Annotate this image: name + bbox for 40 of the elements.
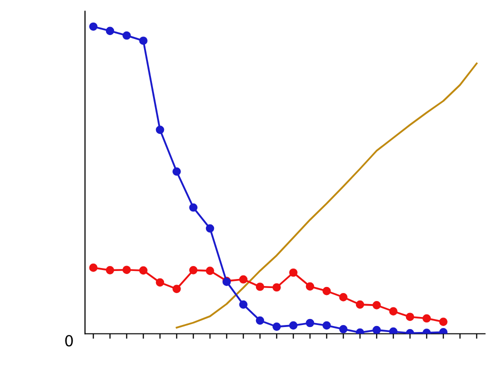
point [439,328,448,334]
point [356,300,364,309]
point [256,282,264,291]
point [122,266,131,274]
point [206,224,214,233]
point [339,324,348,334]
point [172,284,181,294]
point [256,316,264,325]
point [289,268,298,277]
point [139,266,148,275]
point [306,318,314,328]
point [289,321,298,330]
point [339,293,348,302]
point [272,283,281,292]
point [322,286,331,296]
point [206,266,214,275]
point [306,282,314,291]
point [106,266,114,274]
point [239,300,248,309]
point [389,307,398,316]
point [272,322,281,331]
point [89,264,98,272]
point [322,321,331,330]
point [372,301,381,310]
point [156,278,164,287]
point [189,203,198,212]
point [189,266,198,274]
point [156,126,164,134]
point [422,314,431,323]
point [439,318,448,326]
point [389,327,398,334]
point [89,22,98,31]
point [122,31,131,40]
point [172,167,181,176]
point [406,312,414,322]
point [139,36,148,45]
text: 0 [65,334,73,347]
point [372,326,381,334]
point [239,275,248,284]
point [106,26,114,36]
